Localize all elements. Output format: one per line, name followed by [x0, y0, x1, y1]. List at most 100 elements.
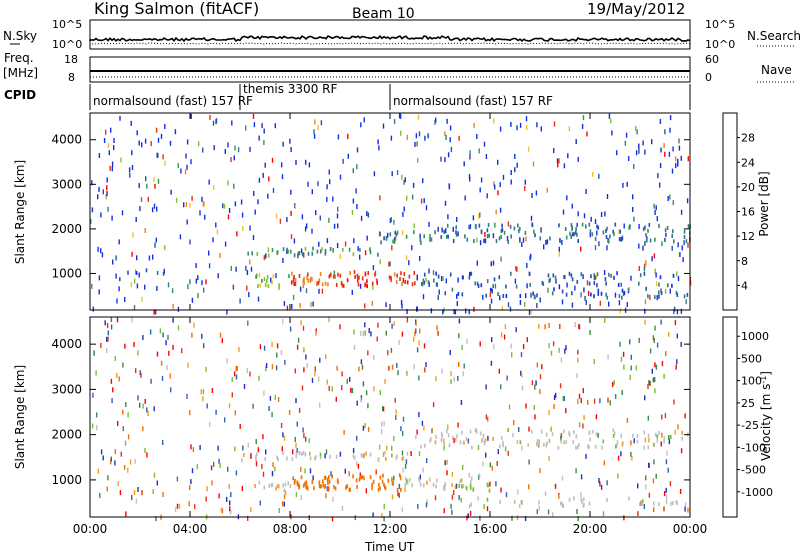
range-cell [505, 294, 508, 298]
range-cell [321, 288, 324, 294]
range-cell [444, 486, 446, 491]
range-cell [537, 441, 539, 446]
range-cell [230, 266, 232, 271]
range-cell [501, 223, 503, 228]
range-cell [392, 480, 395, 486]
range-cell [160, 133, 163, 139]
range-cell [526, 262, 528, 268]
range-cell [664, 129, 666, 135]
range-cell [268, 406, 270, 411]
range-cell [294, 278, 297, 282]
range-cell [417, 114, 420, 120]
range-cell [210, 465, 213, 471]
range-cell [644, 437, 647, 443]
range-cell [401, 282, 403, 286]
range-cell [677, 158, 679, 164]
range-cell [356, 204, 358, 209]
range-cell [620, 282, 622, 287]
range-cell [190, 479, 192, 485]
range-cell [111, 161, 114, 167]
range-cell [209, 114, 211, 120]
range-cell [265, 449, 267, 455]
range-cell [356, 400, 358, 406]
range-cell [589, 229, 592, 234]
range-cell [339, 174, 342, 180]
range-cell [654, 295, 656, 300]
range-cell [606, 194, 609, 199]
range-cell [171, 288, 174, 294]
range-cell [643, 271, 646, 276]
range-cell [229, 506, 231, 512]
range-cell [325, 449, 328, 455]
range-cell [582, 497, 585, 502]
range-cell [133, 490, 136, 495]
range-cell [422, 278, 425, 283]
range-cell [535, 190, 538, 196]
station-title: King Salmon (fitACF) [94, 0, 259, 18]
range-cell [463, 363, 465, 369]
range-cell [599, 481, 601, 487]
range-cell [387, 232, 389, 238]
range-cell [339, 451, 342, 457]
range-cell [349, 376, 351, 382]
range-cell [548, 343, 550, 349]
range-cell [229, 500, 231, 506]
range-cell [253, 122, 256, 128]
range-cell [321, 282, 324, 287]
range-cell [570, 234, 572, 239]
range-cell [341, 505, 344, 511]
range-cell [379, 486, 381, 491]
range-cell [367, 212, 370, 218]
range-cell [393, 436, 395, 442]
range-cell [199, 445, 201, 450]
range-cell [231, 120, 233, 126]
range-cell [549, 236, 551, 241]
range-cell [153, 309, 155, 315]
range-cell [174, 507, 177, 513]
range-cell [482, 433, 485, 438]
range-cell [663, 436, 666, 441]
range-cell [365, 390, 368, 396]
range-cell [502, 294, 505, 298]
range-cell [519, 299, 522, 305]
range-cell [536, 509, 538, 515]
range-cell [98, 153, 101, 158]
range-cell [327, 282, 329, 287]
range-cell [653, 203, 655, 209]
range-cell [111, 398, 113, 404]
range-cell [333, 484, 335, 489]
range-cell [637, 483, 639, 489]
range-cell [578, 393, 581, 399]
range-cell [580, 398, 582, 404]
range-cell [360, 215, 363, 221]
range-cell [318, 278, 321, 283]
range-cell [621, 288, 624, 293]
range-cell [157, 137, 160, 143]
range-cell [220, 507, 222, 513]
range-cell [357, 246, 359, 252]
range-cell [436, 282, 438, 287]
colorbar-tick-label: -1000 [741, 486, 773, 499]
range-cell [146, 452, 148, 458]
range-cell [352, 198, 355, 204]
range-cell [629, 339, 631, 345]
range-cell [391, 364, 394, 370]
range-cell [581, 222, 584, 227]
range-cell [117, 481, 119, 487]
range-cell [551, 432, 554, 437]
range-cell [671, 234, 673, 238]
range-cell [228, 403, 231, 409]
range-cell [188, 501, 190, 507]
range-cell [248, 292, 250, 298]
range-cell [390, 347, 393, 353]
range-cell [458, 318, 461, 324]
range-cell [297, 337, 300, 343]
range-cell [558, 494, 560, 500]
range-cell [423, 425, 425, 431]
range-cell [257, 447, 260, 453]
range-cell [483, 441, 486, 446]
range-cell [560, 501, 562, 506]
range-cell [564, 227, 567, 231]
range-cell [644, 225, 646, 230]
range-cell [606, 497, 608, 502]
